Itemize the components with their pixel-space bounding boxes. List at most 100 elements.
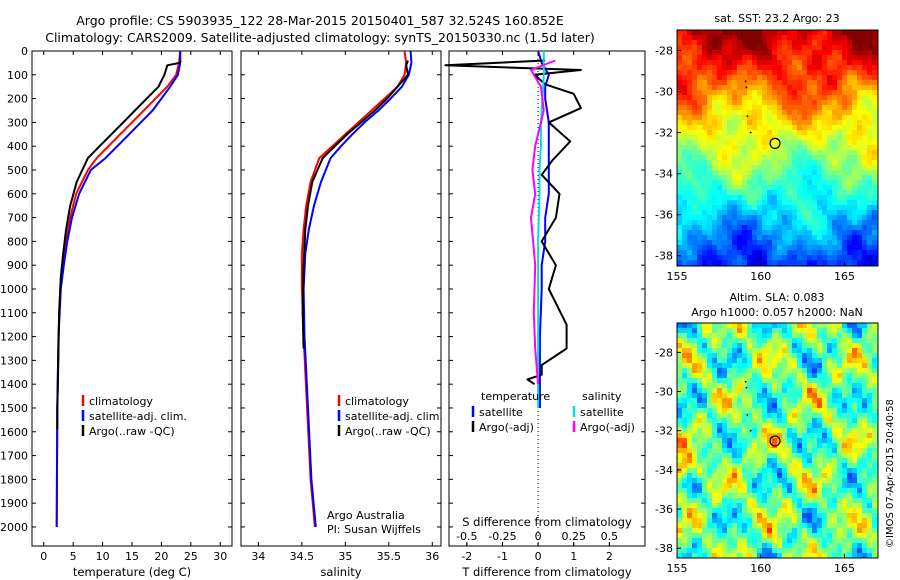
temperature-legend-label: Argo(..raw -QC)	[89, 425, 175, 438]
temperature-xtick-label: 30	[213, 550, 227, 563]
temperature-ytick-label: 500	[7, 164, 28, 177]
temperature-ytick-label: 1800	[0, 473, 28, 486]
difference-xlabel-top: S difference from climatology	[462, 515, 632, 529]
sla-map-subtitle: Argo h1000: 0.057 h2000: NaN	[691, 306, 863, 319]
sla-map-panel: 155 160 165 -28 -30 -32 -34 -36 -38 Altim. SLA: 0…	[655, 291, 879, 575]
difference-legend-header-temperature: temperature	[481, 390, 550, 403]
sla-map-field	[677, 323, 878, 558]
sla-map-xtick-label: 160	[750, 562, 771, 575]
difference-t-legend-label: satellite	[479, 406, 523, 419]
difference-x2tick-label: -0.25	[488, 530, 516, 543]
sst-map-argo-marker	[769, 137, 781, 149]
credit-text: ©IMOS 07-Apr-2015 20:40:58	[885, 399, 896, 548]
temperature-ytick-label: 300	[7, 116, 28, 129]
sst-map-coast-dot	[749, 131, 752, 134]
sla-map-coast-dot	[745, 386, 748, 389]
temperature-ytick-label: 700	[7, 212, 28, 225]
temperature-xtick-label: 5	[70, 550, 77, 563]
salinity-plot-frame	[240, 50, 442, 547]
difference-xtick-label: 0	[535, 550, 542, 563]
temperature-ytick-label: 900	[7, 259, 28, 272]
sla-map-xtick-label: 155	[667, 562, 688, 575]
sst-map-ytick-label: -38	[655, 250, 673, 263]
figure-title-line2: Climatology: CARS2009. Satellite-adjuste…	[45, 30, 595, 45]
temperature-series-2	[56, 60, 182, 430]
sst-map-ytick-label: -30	[655, 86, 673, 99]
sst-map-coast-dot	[744, 80, 747, 83]
temperature-ytick-label: 1100	[0, 307, 28, 320]
difference-x2tick-label: 0.5	[601, 530, 619, 543]
temperature-ytick-label: 1200	[0, 331, 28, 344]
temperature-ytick-label: 1900	[0, 497, 28, 510]
temperature-ytick-label: 800	[7, 235, 28, 248]
difference-plot-frame	[448, 50, 646, 547]
sst-map-ytick-label: -32	[655, 127, 673, 140]
temperature-ytick-label: 1600	[0, 426, 28, 439]
sla-map-ytick-label: -38	[655, 542, 673, 555]
sla-map-frame	[676, 322, 879, 559]
sla-map-ytick-label: -34	[655, 464, 673, 477]
difference-xtick-label: 1	[570, 550, 577, 563]
sla-map-coast-dot	[744, 380, 747, 383]
salinity-annotation-line2: PI: Susan Wijffels	[327, 523, 421, 536]
salinity-xtick-label: 35	[338, 550, 352, 563]
difference-series-2	[537, 51, 545, 408]
sst-map-ytick-label: -28	[655, 45, 673, 58]
temperature-ytick-label: 100	[7, 69, 28, 82]
difference-x2tick-label: 0.25	[561, 530, 586, 543]
sst-map-ytick-label: -34	[655, 168, 673, 181]
temperature-legend-label: climatology	[89, 395, 153, 408]
temperature-ytick-label: 400	[7, 140, 28, 153]
difference-profile-panel: -2 -1 0 1 2 -0.5 -0.25 0 0.25 0.5S difference fro…	[444, 50, 646, 579]
difference-xtick-label: -2	[461, 550, 472, 563]
difference-series-3	[530, 59, 556, 385]
temperature-legend-label: satellite-adj. clim.	[89, 410, 187, 423]
salinity-series-1	[302, 50, 413, 528]
salinity-xlabel: salinity	[320, 565, 361, 579]
salinity-xtick-label: 35.5	[377, 550, 402, 563]
temperature-ytick-label: 2000	[0, 521, 28, 534]
salinity-legend-label: Argo(..raw -QC)	[345, 425, 431, 438]
temperature-xtick-label: 15	[125, 550, 139, 563]
salinity-profile-panel: 34 34.5 35 35.5 36 salinity climatology satelli…	[240, 50, 443, 579]
temperature-ytick-label: 1400	[0, 378, 28, 391]
sst-map-xtick-label: 155	[667, 270, 688, 283]
difference-legend-header-salinity: salinity	[582, 390, 622, 403]
difference-x2tick-label: -0.5	[456, 530, 477, 543]
sst-map-xtick-label: 165	[834, 270, 855, 283]
difference-t-legend-label: Argo(-adj)	[479, 421, 534, 434]
difference-s-legend-label: Argo(-adj)	[580, 421, 635, 434]
temperature-profile-panel: 0 5 10 15 20 25 30 temperature (deg C) 0 100 200 30…	[0, 45, 233, 579]
temperature-ytick-label: 1300	[0, 354, 28, 367]
sla-map-ytick-label: -36	[655, 503, 673, 516]
temperature-ytick-label: 600	[7, 188, 28, 201]
difference-x2tick-label: 0	[535, 530, 542, 543]
figure-title-line1: Argo profile: CS 5903935_122 28-Mar-2015…	[76, 13, 564, 28]
salinity-xtick-label: 34.5	[290, 550, 315, 563]
difference-s-legend-label: satellite	[580, 406, 624, 419]
temperature-xtick-label: 25	[184, 550, 198, 563]
sla-map-xtick-label: 165	[834, 562, 855, 575]
sst-map-coast-dot	[746, 115, 749, 118]
temperature-ytick-label: 1000	[0, 283, 28, 296]
sst-map-panel: 155 160 165 -28 -30 -32 -34 -36 -38 sat. SST: 23.…	[655, 12, 879, 283]
sla-map-coast-dot	[749, 429, 752, 432]
temperature-xlabel: temperature (deg C)	[73, 565, 191, 579]
sst-map-frame	[676, 29, 879, 267]
temperature-ytick-label: 0	[21, 45, 28, 58]
temperature-xtick-label: 20	[154, 550, 168, 563]
sla-map-argo-marker	[769, 435, 781, 447]
salinity-xtick-label: 36	[425, 550, 439, 563]
salinity-xtick-label: 34	[251, 550, 265, 563]
sst-map-title: sat. SST: 23.2 Argo: 23	[714, 12, 839, 25]
sla-map-ytick-label: -28	[655, 346, 673, 359]
sst-map-field	[677, 30, 878, 266]
sst-map-xtick-label: 160	[750, 270, 771, 283]
salinity-series-2	[301, 60, 409, 349]
salinity-annotation-line1: Argo Australia	[327, 509, 405, 522]
sst-map-ytick-label: -36	[655, 209, 673, 222]
temperature-plot-frame	[31, 50, 233, 547]
difference-xtick-label: 2	[606, 550, 613, 563]
sla-map-title: Altim. SLA: 0.083	[729, 291, 824, 304]
